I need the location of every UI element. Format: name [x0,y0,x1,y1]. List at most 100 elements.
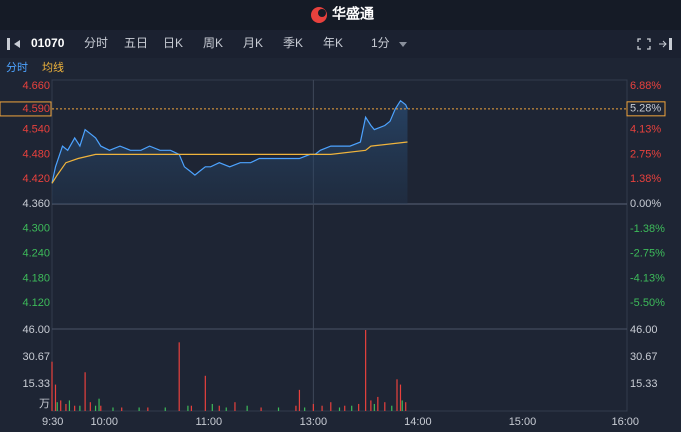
volume-bar [100,405,102,411]
volume-bar [405,402,407,411]
y2-tick-label: 0.00% [630,198,661,210]
volume-bar [396,379,398,411]
tab[interactable]: 年K [323,36,343,50]
volume-tick-label-right: 30.67 [630,351,658,363]
volume-bar [321,405,323,411]
volume-bar [312,403,314,411]
tab[interactable]: 五日 [124,36,148,50]
volume-bar [84,372,86,411]
x-tick-label: 15:00 [509,416,537,428]
y2-tick-label: 4.13% [630,123,661,135]
y-tick-label: 4.360 [22,198,50,210]
y-tick-label: 4.540 [22,124,50,136]
legend-entry: 分时 [6,61,28,74]
volume-bar [384,402,386,411]
tab[interactable]: 日K [163,36,183,50]
volume-bar [89,402,91,411]
y2-tick-label: 6.88% [630,80,661,92]
volume-bar [338,407,341,411]
volume-bar [54,384,57,411]
volume-bar [399,384,402,411]
volume-bar [51,361,53,411]
y2-tick-label: -4.13% [630,272,665,284]
stock-code: 01070 [31,36,65,50]
tab[interactable]: 月K [243,36,263,50]
collapse-icon[interactable] [7,38,20,50]
y-tick-label: 4.480 [22,148,50,160]
volume-bar [74,405,76,411]
x-tick-label: 13:00 [300,416,328,428]
y2-tick-label: -5.50% [630,297,665,309]
volume-bar [187,405,189,411]
volume-bar [94,405,97,411]
volume-bar [225,407,227,411]
volume-bar [365,330,367,411]
price-area [52,100,408,204]
volume-bar [304,407,306,411]
volume-bar [98,398,100,411]
y-tick-label: 4.420 [22,173,50,185]
volume-bar [260,407,262,411]
y2-tick-label: -1.38% [630,223,665,235]
volume-bar [211,403,213,411]
volume-bar [351,405,353,411]
plot-frame [51,79,628,412]
logo-icon [311,7,327,23]
volume-bar [112,407,114,411]
volume-bar [164,407,166,411]
tab[interactable]: 1分 [371,36,390,50]
average-line [51,141,408,184]
volume-bar [246,405,248,411]
y-tick-label: 4.240 [22,248,50,260]
volume-bar [65,403,67,411]
y2-tick-label: 1.38% [630,173,661,185]
y-tick-label: 4.120 [22,297,50,309]
volume-bar [190,405,192,411]
volume-bar [330,402,332,411]
volume-bar [218,405,220,411]
volume-bar [377,396,379,411]
volume-tick-label: 46.00 [22,324,50,336]
x-tick-label: 11:00 [195,416,222,428]
volume-bar [344,405,346,411]
volume-bar [277,407,280,411]
y-tick-label: 4.660 [22,80,50,92]
volume-tick-label: 30.67 [22,351,50,363]
volume-bar [295,405,297,411]
tab[interactable]: 周K [203,36,223,50]
toolbar [0,30,681,58]
x-tick-label: 16:00 [611,416,639,428]
legend-entry: 均线 [42,60,64,74]
volume-unit: 万 [39,398,50,410]
volume-tick-label-right: 15.33 [630,378,658,390]
volume-bar [147,407,149,411]
x-tick-label: 14:00 [404,416,432,428]
last-pct-label: 5.28% [630,103,661,115]
volume-bar [234,402,236,411]
volume-bar [391,405,393,411]
volume-bar [79,405,81,411]
volume-bar [373,403,375,411]
volume-bar [358,403,360,411]
y2-tick-label: 2.75% [630,148,661,160]
y-tick-label: 4.180 [22,272,50,284]
volume-bar [178,342,180,411]
y-tick-label: 4.300 [22,223,50,235]
fullscreen-icon[interactable] [637,38,651,50]
volume-bar [138,407,140,411]
tab[interactable]: 季K [283,36,303,50]
volume-bar [60,400,62,411]
volume-bar [204,375,206,411]
x-tick-label: 9:30 [42,416,63,428]
y2-tick-label: -2.75% [630,247,665,259]
last-pct-box [626,101,666,117]
volume-tick-label: 15.33 [22,378,50,390]
last-price-box [0,101,52,117]
dropdown-arrow[interactable] [399,42,407,47]
expand-icon[interactable] [659,38,672,50]
tab[interactable]: 分时 [84,36,108,50]
volume-bar [68,400,71,411]
volume-tick-label-right: 46.00 [630,324,658,336]
